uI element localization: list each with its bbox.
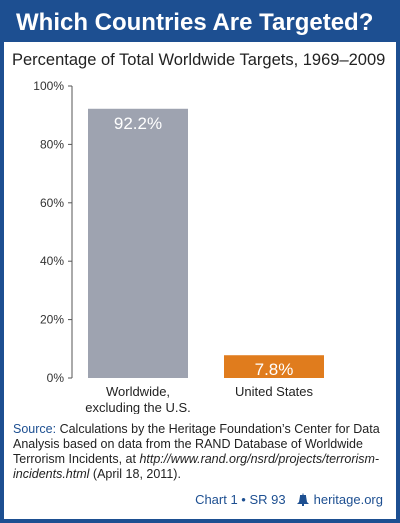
y-tick-label: 20% xyxy=(40,313,64,327)
source-date: (April 18, 2011). xyxy=(89,467,181,481)
data-label: 7.8% xyxy=(255,360,294,379)
source-note: Source: Calculations by the Heritage Fou… xyxy=(13,422,383,482)
title-bar: Which Countries Are Targeted? xyxy=(4,4,396,42)
chart-reference: Chart 1 • SR 93 xyxy=(195,492,286,507)
y-tick-label: 60% xyxy=(40,196,64,210)
x-axis-labels: Worldwide,excluding the U.S. United State… xyxy=(85,384,313,414)
bar xyxy=(88,108,188,378)
y-tick-label: 100% xyxy=(33,79,64,93)
data-label: 92.2% xyxy=(114,114,162,133)
site-link[interactable]: heritage.org xyxy=(313,492,383,507)
y-tick-label: 40% xyxy=(40,254,64,268)
source-text: Calculations by the Heritage Foundation’… xyxy=(13,422,380,466)
bars: 92.2% 7.8% xyxy=(88,108,324,379)
source-label: Source: xyxy=(13,422,57,436)
bar xyxy=(224,355,324,378)
x-tick-label: Worldwide, xyxy=(106,384,170,399)
liberty-bell-icon xyxy=(296,493,309,506)
footer: Chart 1 • SR 93 heritage.org xyxy=(195,492,383,507)
chart-title: Which Countries Are Targeted? xyxy=(16,9,374,36)
bar-chart: 0% 20% 40% 60% 80% 100% 92.2% 7.8% Worldwide,e… xyxy=(33,79,324,414)
y-tick-label: 0% xyxy=(47,371,65,385)
y-tick-label: 80% xyxy=(40,137,64,151)
chart-subtitle: Percentage of Total Worldwide Targets, 1… xyxy=(12,51,386,69)
source-url: http://www.rand.org/nsrd/projects/terror… xyxy=(13,452,380,481)
y-axis: 0% 20% 40% 60% 80% 100% xyxy=(33,79,73,385)
x-tick-label: United States xyxy=(235,384,314,399)
x-tick-label: excluding the U.S. xyxy=(85,400,191,414)
